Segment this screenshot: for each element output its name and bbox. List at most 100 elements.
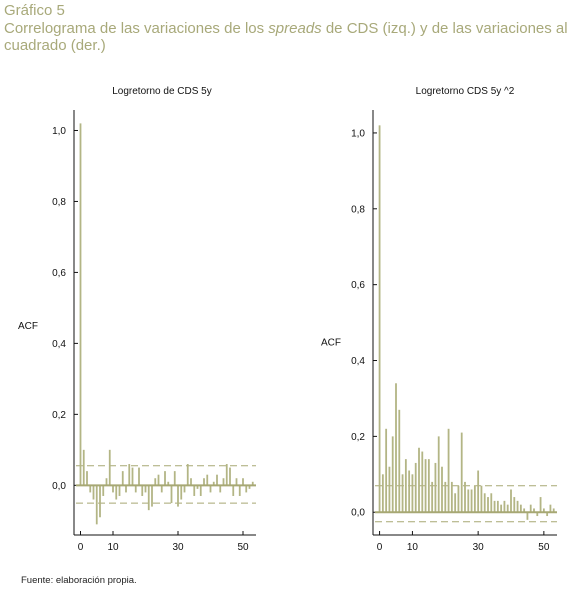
acf-bar [203, 478, 205, 486]
acf-bar [539, 497, 542, 513]
acf-bar [414, 462, 417, 513]
acf-bar [523, 508, 526, 513]
acf-bar [473, 485, 476, 513]
acf-bar [441, 466, 443, 513]
acf-bar [180, 485, 183, 500]
acf-bar [89, 485, 92, 493]
chart-title: Logretorno de CDS 5y [112, 86, 212, 97]
acf-bar [398, 409, 401, 513]
acf-bar [219, 485, 222, 493]
acf-bar [115, 485, 118, 500]
acf-bar [401, 474, 404, 513]
acf-bar [529, 504, 532, 513]
acf-bar [431, 481, 434, 513]
acf-bar [477, 470, 480, 513]
acf-bar [460, 432, 463, 513]
acf-bar [404, 459, 407, 513]
acf-bar [160, 485, 163, 493]
x-tick-label: 0 [78, 542, 84, 553]
acf-bar [128, 464, 131, 486]
acf-bar [99, 485, 101, 518]
acf-bar [82, 449, 85, 486]
acf-bar [196, 485, 199, 489]
acf-bar [170, 485, 173, 504]
acf-bar [167, 481, 170, 486]
acf-bar [500, 504, 503, 513]
x-tick-label: 30 [473, 542, 485, 553]
acf-bar [102, 485, 105, 496]
acf-bar [105, 478, 108, 486]
acf-bar [542, 508, 545, 513]
y-tick-label: 0,4 [52, 339, 66, 350]
acf-bar [424, 459, 427, 513]
acf-bar [388, 466, 391, 513]
acf-bar [378, 125, 381, 513]
acf-bar [131, 467, 134, 486]
acf-bar [480, 485, 483, 513]
acf-bar [519, 504, 522, 513]
figure-title-part-italic: spreads [268, 20, 322, 37]
y-tick-label: 0,0 [52, 481, 66, 492]
acf-bar [235, 478, 238, 486]
acf-bar [395, 383, 397, 513]
acf-bar [251, 481, 254, 486]
acf-bar [108, 449, 111, 486]
acf-bar [533, 508, 535, 513]
acf-bar [238, 485, 241, 496]
acf-bar [434, 462, 437, 513]
y-tick-label: 0,2 [351, 432, 365, 443]
acf-bar [427, 459, 430, 513]
acf-bar [526, 512, 529, 520]
acf-bar [503, 500, 506, 513]
acf-bar [134, 485, 137, 493]
acf-bar [470, 489, 473, 513]
acf-bar [447, 428, 450, 513]
acf-bar [206, 474, 209, 486]
x-tick-label: 10 [107, 542, 119, 553]
acf-bar [173, 471, 176, 486]
acf-bar [229, 467, 231, 486]
x-tick-label: 10 [407, 542, 419, 553]
acf-bar [193, 485, 196, 496]
acf-bar [381, 474, 384, 513]
acf-chart-right: Logretorno CDS 5y ^2 ACF 0,0 0,2 0,4 0,6 0,8 1,… [321, 86, 557, 553]
acf-bar [411, 474, 414, 513]
acf-bar [138, 467, 140, 486]
acf-bar [242, 478, 244, 486]
y-tick-label: 0,8 [351, 204, 365, 215]
y-tick-label: 0,2 [52, 410, 66, 421]
acf-bar [86, 471, 88, 486]
acf-bar [154, 478, 157, 486]
acf-bar [186, 464, 189, 486]
acf-bar [457, 485, 460, 513]
acf-bar [450, 481, 453, 513]
acf-bar [79, 123, 82, 486]
acf-bar [510, 489, 512, 513]
y-tick-label: 0,8 [52, 197, 66, 208]
acf-bar [232, 485, 235, 496]
acf-bar [125, 485, 127, 493]
acf-bar [385, 428, 388, 513]
y-tick-label: 1,0 [351, 128, 365, 139]
figure-title: Correlograma de las variaciones de los s… [4, 20, 572, 54]
acf-bar [147, 485, 150, 511]
acf-bar [487, 497, 489, 513]
acf-bar [549, 504, 552, 513]
y-axis-label: ACF [321, 337, 341, 348]
acf-bar [190, 478, 192, 486]
acf-bar [118, 485, 121, 496]
acf-bar [496, 500, 499, 513]
acf-bar [199, 485, 202, 496]
acf-bar [212, 481, 215, 486]
acf-bar [454, 493, 457, 513]
acf-bar [151, 485, 153, 507]
acf-bar [418, 447, 420, 513]
acf-bar [536, 512, 539, 517]
y-tick-label: 0,0 [351, 508, 365, 519]
acf-bar [216, 474, 218, 486]
figure-title-part: de CDS (izq.) y de las variaciones al cu… [4, 20, 568, 54]
acf-bar [141, 485, 144, 496]
x-tick-label: 50 [237, 542, 249, 553]
acf-bar [408, 470, 411, 513]
acf-bar [552, 508, 555, 513]
